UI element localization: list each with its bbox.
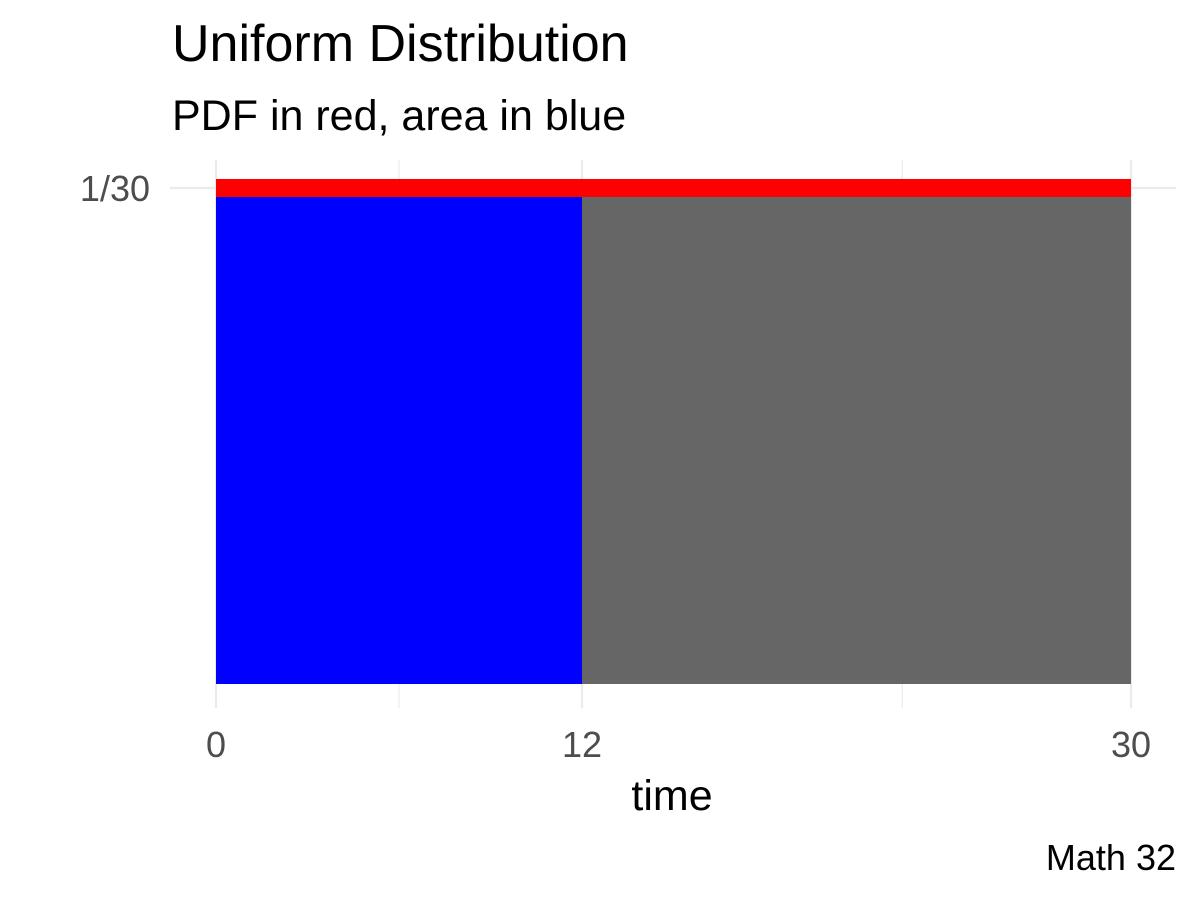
shaded-area-blue bbox=[216, 188, 582, 684]
x-tick-label: 12 bbox=[562, 724, 602, 765]
area-layer bbox=[216, 188, 1131, 684]
chart-subtitle: PDF in red, area in blue bbox=[172, 92, 627, 140]
y-tick-label: 1/30 bbox=[80, 168, 150, 209]
tick-label-layer: 0 12 30 1/30 bbox=[80, 168, 1151, 765]
chart-title: Uniform Distribution bbox=[172, 15, 629, 73]
x-tick-label: 30 bbox=[1111, 724, 1151, 765]
x-axis-title: time bbox=[631, 772, 712, 820]
x-tick-label: 0 bbox=[206, 724, 226, 765]
caption: Math 32 bbox=[1045, 837, 1176, 878]
